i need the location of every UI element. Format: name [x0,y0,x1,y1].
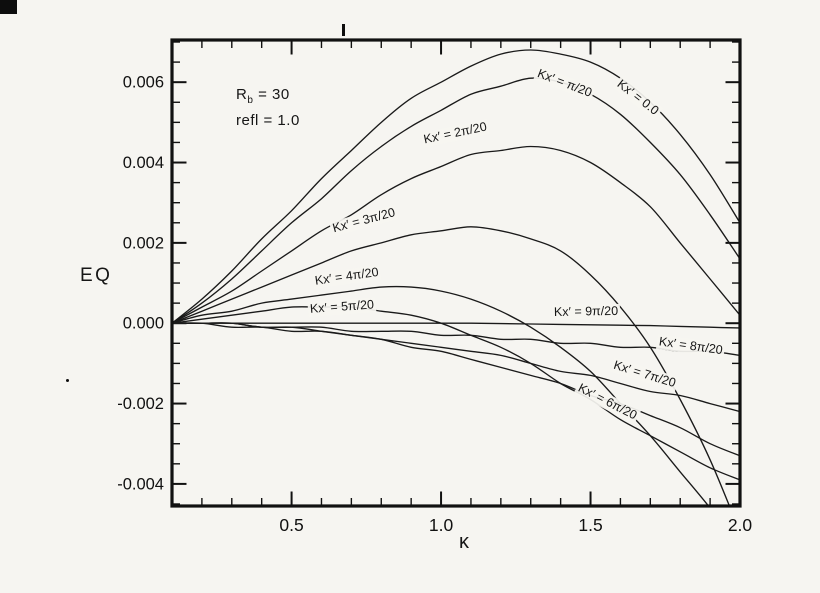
scan-artifact-corner [0,0,17,14]
annotation-rb-rest: = 30 [253,86,290,103]
scan-artifact-dot [66,379,69,382]
svg-text:0.5: 0.5 [279,515,303,535]
svg-text:2.0: 2.0 [728,515,753,535]
x-axis-title: κ [459,531,469,553]
annotation-rb-base: R [236,86,248,103]
svg-text:1.5: 1.5 [578,515,602,535]
annotation-rb-sub: b [247,95,254,106]
annotation-rb: Rb = 30 [236,86,290,106]
svg-text:0.000: 0.000 [123,315,164,333]
svg-text:-0.002: -0.002 [117,395,164,413]
svg-text:-0.004: -0.004 [117,475,164,493]
annotation-refl: refl = 1.0 [236,112,300,129]
scan-artifact-dash [342,24,345,36]
svg-text:1.0: 1.0 [429,515,454,535]
y-axis-title: EQ [80,265,113,286]
svg-text:0.002: 0.002 [123,234,164,252]
svg-text:0.006: 0.006 [123,74,164,92]
curve-label-kx9: Kx′ = 9π/20 [551,303,621,320]
svg-text:0.004: 0.004 [123,154,164,172]
